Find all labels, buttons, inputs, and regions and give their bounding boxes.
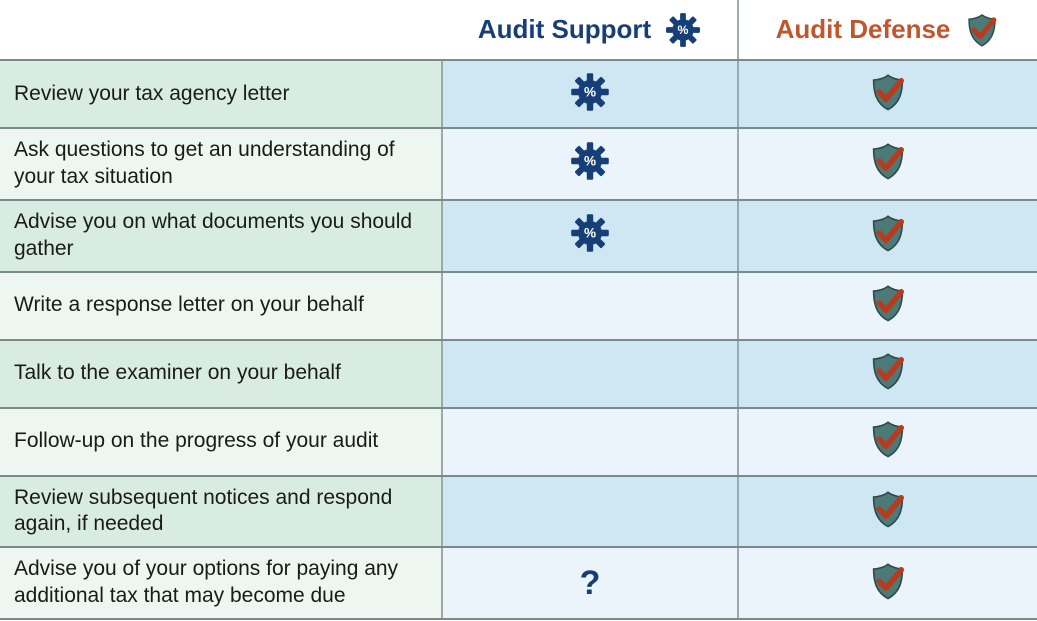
table-row: Advise you on what documents you should … bbox=[0, 200, 1037, 272]
support-cell: ? bbox=[442, 547, 738, 619]
shield-check-icon bbox=[868, 141, 908, 181]
table-row: Follow-up on the progress of your audit bbox=[0, 408, 1037, 476]
question-icon: ? bbox=[580, 564, 601, 602]
defense-cell bbox=[738, 60, 1037, 128]
table-row: Review your tax agency letter % bbox=[0, 60, 1037, 128]
shield-check-icon bbox=[964, 12, 1000, 48]
feature-cell: Write a response letter on your behalf bbox=[0, 272, 442, 340]
shield-check-icon bbox=[868, 489, 908, 529]
table-body: Audit Support % Audit Defense bbox=[0, 0, 1037, 619]
table-row: Ask questions to get an understanding of… bbox=[0, 128, 1037, 200]
table-row: Talk to the examiner on your behalf bbox=[0, 340, 1037, 408]
table-row: Review subsequent notices and respond ag… bbox=[0, 476, 1037, 548]
support-cell bbox=[442, 476, 738, 548]
shield-check-icon bbox=[868, 213, 908, 253]
header-row: Audit Support % Audit Defense bbox=[0, 0, 1037, 60]
header-blank bbox=[0, 0, 442, 60]
defense-cell bbox=[738, 476, 1037, 548]
svg-text:%: % bbox=[584, 226, 596, 241]
gear-percent-icon: % bbox=[570, 213, 610, 253]
defense-cell bbox=[738, 408, 1037, 476]
shield-check-icon bbox=[868, 283, 908, 323]
support-cell bbox=[442, 340, 738, 408]
defense-cell bbox=[738, 200, 1037, 272]
shield-check-icon bbox=[868, 351, 908, 391]
defense-cell bbox=[738, 547, 1037, 619]
feature-cell: Ask questions to get an understanding of… bbox=[0, 128, 442, 200]
gear-percent-icon: % bbox=[665, 12, 701, 48]
svg-text:%: % bbox=[584, 154, 596, 169]
support-cell: % bbox=[442, 60, 738, 128]
shield-check-icon bbox=[868, 72, 908, 112]
support-cell bbox=[442, 272, 738, 340]
support-cell bbox=[442, 408, 738, 476]
header-defense-label: Audit Defense bbox=[776, 14, 951, 45]
gear-percent-icon: % bbox=[570, 72, 610, 112]
comparison-table: Audit Support % Audit Defense bbox=[0, 0, 1037, 620]
defense-cell bbox=[738, 128, 1037, 200]
header-support-label: Audit Support bbox=[478, 14, 651, 45]
shield-check-icon bbox=[868, 561, 908, 601]
feature-cell: Advise you of your options for paying an… bbox=[0, 547, 442, 619]
svg-text:%: % bbox=[584, 84, 596, 99]
defense-cell bbox=[738, 340, 1037, 408]
defense-cell bbox=[738, 272, 1037, 340]
gear-percent-icon: % bbox=[570, 141, 610, 181]
support-cell: % bbox=[442, 128, 738, 200]
svg-text:%: % bbox=[678, 23, 689, 37]
feature-cell: Talk to the examiner on your behalf bbox=[0, 340, 442, 408]
table-row: Advise you of your options for paying an… bbox=[0, 547, 1037, 619]
feature-cell: Follow-up on the progress of your audit bbox=[0, 408, 442, 476]
table-row: Write a response letter on your behalf bbox=[0, 272, 1037, 340]
support-cell: % bbox=[442, 200, 738, 272]
header-defense: Audit Defense bbox=[738, 0, 1037, 60]
feature-cell: Review your tax agency letter bbox=[0, 60, 442, 128]
feature-cell: Advise you on what documents you should … bbox=[0, 200, 442, 272]
feature-cell: Review subsequent notices and respond ag… bbox=[0, 476, 442, 548]
header-support: Audit Support % bbox=[442, 0, 738, 60]
shield-check-icon bbox=[868, 419, 908, 459]
